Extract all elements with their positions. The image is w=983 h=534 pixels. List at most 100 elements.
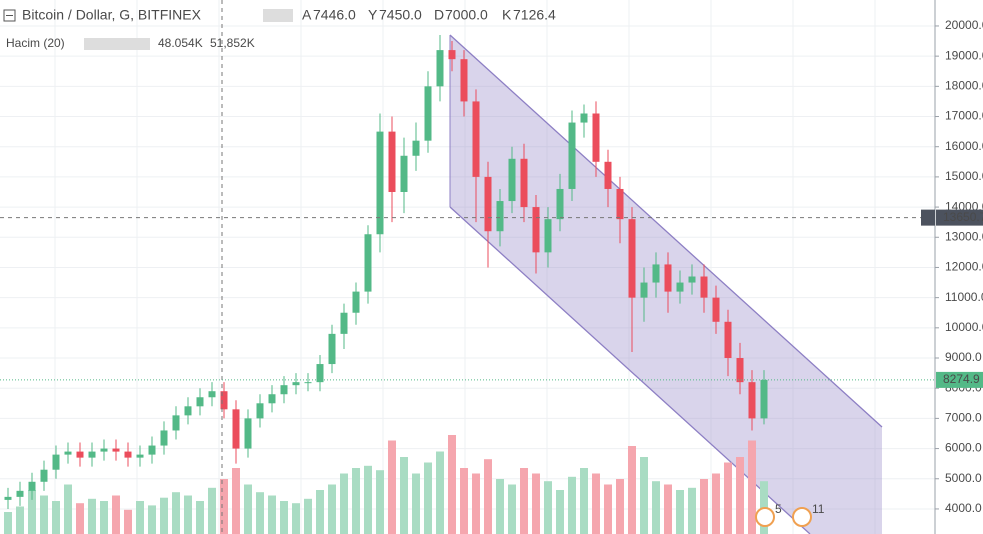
volume-bar bbox=[172, 492, 180, 534]
y-tick-label: 15000.0 bbox=[945, 169, 983, 183]
candle-body bbox=[100, 448, 108, 452]
volume-bar bbox=[664, 484, 672, 534]
candle-body bbox=[400, 155, 408, 192]
candle-body bbox=[748, 382, 756, 419]
symbol-title: Bitcoin / Dollar, G, BITFINEX bbox=[22, 7, 202, 23]
volume-bar bbox=[64, 484, 72, 534]
volume-bar bbox=[724, 462, 732, 534]
y-tick-label: 13000.0 bbox=[945, 229, 983, 243]
crosshair-price-box bbox=[936, 209, 983, 226]
ohlc-value: 7000.0 bbox=[445, 7, 488, 23]
crosshair-price: 13650.7 bbox=[943, 210, 983, 224]
volume-bar bbox=[640, 457, 648, 534]
price-axis-bg bbox=[935, 0, 983, 534]
candle-body bbox=[376, 131, 384, 235]
candle-body bbox=[448, 50, 456, 60]
volume-bar bbox=[520, 468, 528, 534]
candle-body bbox=[424, 86, 432, 141]
candle-body bbox=[4, 496, 12, 500]
candle-body bbox=[124, 451, 132, 458]
volume-bar bbox=[592, 473, 600, 534]
settings-icons[interactable] bbox=[263, 9, 293, 22]
candle-body bbox=[664, 264, 672, 292]
volume-bar bbox=[460, 468, 468, 534]
volume-bar bbox=[40, 495, 48, 534]
volume bbox=[4, 435, 768, 534]
candle-body bbox=[388, 131, 396, 192]
volume-bar bbox=[4, 512, 12, 534]
volume-bar bbox=[448, 435, 456, 534]
y-tick-label: 20000.0 bbox=[945, 18, 983, 32]
volume-bar bbox=[748, 440, 756, 534]
volume-bar bbox=[16, 506, 24, 534]
y-tick-label: 10000.0 bbox=[945, 320, 983, 334]
candle-body bbox=[268, 394, 276, 404]
volume-icons[interactable] bbox=[84, 38, 150, 50]
candle-body bbox=[292, 382, 300, 386]
candle-body bbox=[364, 234, 372, 292]
candle-body bbox=[328, 333, 336, 365]
candle-body bbox=[760, 379, 768, 419]
crosshair-plus bbox=[921, 209, 935, 226]
candle-body bbox=[172, 415, 180, 431]
ohlc-value: 7126.4 bbox=[513, 7, 556, 23]
candle-body bbox=[40, 469, 48, 482]
y-tick-label: 7000.0 bbox=[945, 411, 982, 425]
candle-body bbox=[196, 397, 204, 407]
volume-bar bbox=[352, 468, 360, 534]
volume-bar bbox=[700, 479, 708, 534]
candle-body bbox=[496, 201, 504, 232]
volume-bar bbox=[628, 446, 636, 534]
volume-bar bbox=[616, 479, 624, 534]
candle-body bbox=[532, 207, 540, 253]
volume-bar bbox=[244, 484, 252, 534]
candle-body bbox=[736, 358, 744, 383]
volume-bar bbox=[376, 470, 384, 534]
ohlc-value: 7450.0 bbox=[379, 7, 422, 23]
volume-bar bbox=[364, 465, 372, 534]
candle-body bbox=[484, 176, 492, 232]
candle-body bbox=[340, 312, 348, 334]
volume-ma-value: 51,852K bbox=[210, 36, 255, 50]
candle-body bbox=[712, 297, 720, 322]
event-count: 11 bbox=[812, 502, 825, 516]
volume-bar bbox=[220, 479, 228, 534]
candle-body bbox=[280, 385, 288, 395]
candle-body bbox=[688, 276, 696, 283]
candle-body bbox=[460, 59, 468, 102]
candle-body bbox=[112, 448, 120, 452]
candle-body bbox=[244, 418, 252, 449]
volume-bar bbox=[136, 501, 144, 534]
volume-bar bbox=[76, 503, 84, 534]
candle-body bbox=[472, 101, 480, 177]
volume-bar bbox=[532, 473, 540, 534]
y-tick-label: 12000.0 bbox=[945, 260, 983, 274]
volume-bar bbox=[28, 490, 36, 534]
candle-body bbox=[412, 140, 420, 156]
volume-bar bbox=[208, 487, 216, 534]
candle-body bbox=[184, 406, 192, 416]
ohlc-value: 7446.0 bbox=[313, 7, 356, 23]
volume-bar bbox=[508, 484, 516, 534]
volume-bar bbox=[268, 495, 276, 534]
candle-body bbox=[52, 454, 60, 470]
volume-bar bbox=[112, 495, 120, 534]
header: Bitcoin / Dollar, G, BITFINEX Hacim (20)… bbox=[3, 7, 556, 50]
volume-bar bbox=[736, 457, 744, 534]
candle-body bbox=[508, 158, 516, 202]
collapse-icon[interactable] bbox=[3, 9, 16, 22]
event-count: 5 bbox=[775, 502, 782, 516]
ohlc-label: D bbox=[434, 7, 444, 23]
volume-bar bbox=[580, 468, 588, 534]
candle-body bbox=[676, 282, 684, 292]
volume-bar bbox=[568, 476, 576, 534]
candle-body bbox=[544, 219, 552, 253]
channel-upper bbox=[449, 34, 883, 428]
candle-body bbox=[436, 50, 444, 87]
ohlc-label: K bbox=[502, 7, 512, 23]
candle-body bbox=[220, 391, 228, 410]
last-price: 8274.9 bbox=[943, 372, 980, 386]
volume-bar bbox=[328, 484, 336, 534]
candle-body bbox=[208, 391, 216, 398]
